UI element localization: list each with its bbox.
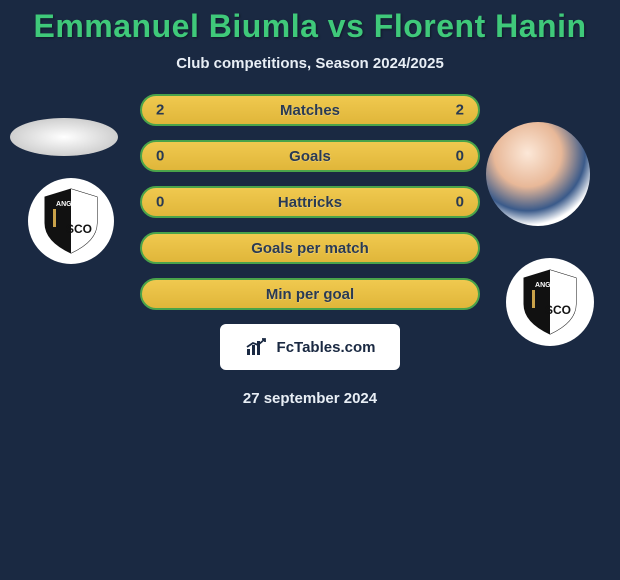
club-shield-icon: ANGERS SCO <box>520 268 580 336</box>
club-left-badge: ANGERS SCO <box>28 178 114 264</box>
stat-label: Hattricks <box>278 194 342 211</box>
stat-row: Goals 0 0 <box>140 140 480 172</box>
stat-left-value: 0 <box>156 148 164 165</box>
stat-right-value: 0 <box>456 194 464 211</box>
stat-row: Goals per match <box>140 232 480 264</box>
stat-left-value: 0 <box>156 194 164 211</box>
stats-list: Matches 2 2 Goals 0 0 Hattricks 0 0 Goals per mat… <box>140 94 480 310</box>
attribution-badge: FcTables.com <box>220 324 400 370</box>
stat-row: Matches 2 2 <box>140 94 480 126</box>
svg-text:ANGERS: ANGERS <box>535 282 565 289</box>
club-shield-icon: ANGERS SCO <box>41 187 101 255</box>
subtitle: Club competitions, Season 2024/2025 <box>0 55 620 72</box>
date-text: 27 september 2024 <box>0 390 620 407</box>
chart-icon <box>245 337 271 357</box>
page-title: Emmanuel Biumla vs Florent Hanin <box>0 8 620 45</box>
stat-right-value: 2 <box>456 102 464 119</box>
stat-label: Matches <box>280 102 340 119</box>
stat-label: Goals <box>289 148 331 165</box>
stat-label: Min per goal <box>266 286 354 303</box>
svg-text:ANGERS: ANGERS <box>56 201 86 208</box>
stat-row: Min per goal <box>140 278 480 310</box>
club-right-badge: ANGERS SCO <box>506 258 594 346</box>
stat-label: Goals per match <box>251 240 369 257</box>
stat-left-value: 2 <box>156 102 164 119</box>
attribution-text: FcTables.com <box>277 339 376 356</box>
svg-text:SCO: SCO <box>545 303 571 317</box>
stat-right-value: 0 <box>456 148 464 165</box>
svg-text:SCO: SCO <box>66 222 92 236</box>
stat-row: Hattricks 0 0 <box>140 186 480 218</box>
